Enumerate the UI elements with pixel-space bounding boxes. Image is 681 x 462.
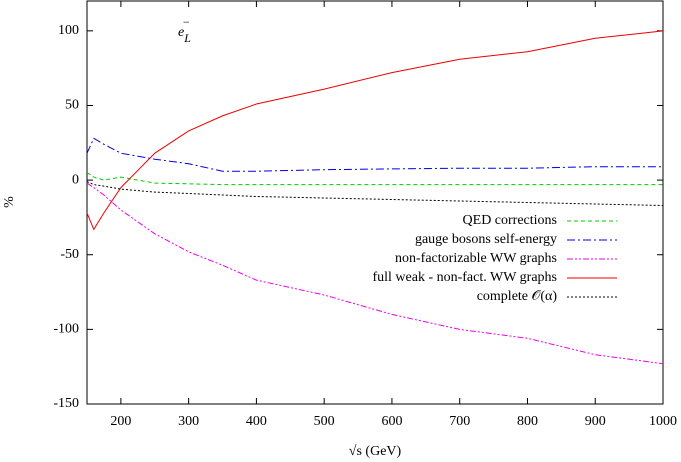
series-line <box>86 172 663 186</box>
legend-label: gauge bosons self-energy <box>415 232 557 247</box>
y-tick-label: -100 <box>53 322 79 337</box>
legend-label: complete 𝒪(α) <box>477 289 558 304</box>
legend-label: full weak - non-fact. WW graphs <box>372 270 557 285</box>
x-tick-label: 900 <box>585 414 606 429</box>
series-line <box>86 30 664 231</box>
title-sub: L <box>183 31 191 45</box>
y-tick-label: -150 <box>53 396 79 411</box>
x-tick-label: 400 <box>246 414 267 429</box>
x-tick-label: 700 <box>449 414 470 429</box>
x-tick-label: 300 <box>178 414 199 429</box>
chart-title: eL − <box>178 15 191 45</box>
legend-label: non-factorizable WW graphs <box>395 251 557 266</box>
series-line <box>86 182 664 365</box>
y-tick-label: 50 <box>65 98 79 113</box>
x-tick-label: 600 <box>381 414 402 429</box>
x-tick-label: 200 <box>110 414 131 429</box>
y-tick-label: -50 <box>60 247 79 262</box>
series-line <box>86 137 663 172</box>
title-sup: − <box>183 15 190 29</box>
plot-frame <box>86 0 664 405</box>
y-tick-label: 0 <box>72 172 79 187</box>
y-axis-label: % <box>2 196 17 208</box>
series-line <box>86 181 664 206</box>
y-tick-label: 100 <box>58 23 79 38</box>
legend-label: QED corrections <box>463 213 557 228</box>
title-base: e <box>178 25 184 40</box>
x-axis-label: √s (GeV) <box>349 444 402 459</box>
x-tick-label: 1000 <box>649 414 677 429</box>
x-tick-label: 500 <box>314 414 335 429</box>
x-tick-label: 800 <box>517 414 538 429</box>
